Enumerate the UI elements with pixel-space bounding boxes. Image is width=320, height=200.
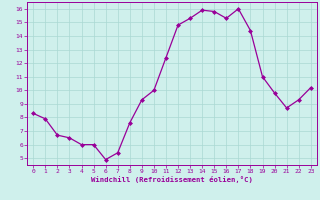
X-axis label: Windchill (Refroidissement éolien,°C): Windchill (Refroidissement éolien,°C): [91, 176, 253, 183]
